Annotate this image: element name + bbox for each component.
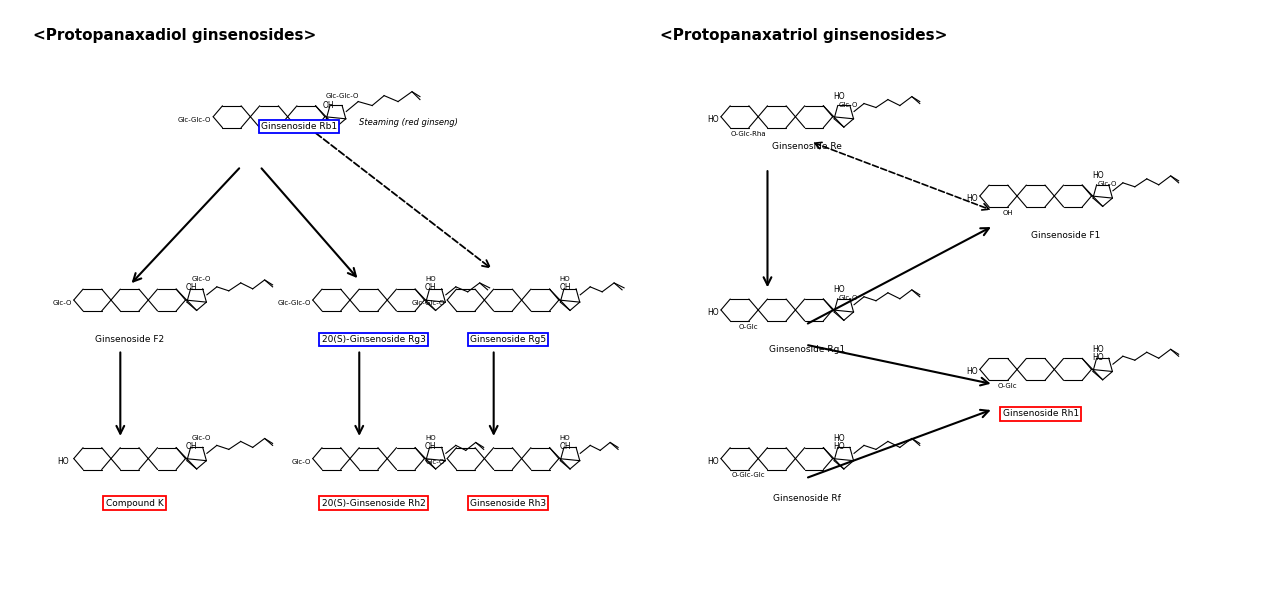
Text: HO: HO — [707, 115, 718, 124]
Text: Glc-O: Glc-O — [838, 102, 859, 108]
Text: Glc-O: Glc-O — [838, 295, 859, 301]
Text: Ginsenoside Re: Ginsenoside Re — [772, 142, 842, 151]
Text: HO: HO — [1092, 345, 1104, 354]
Text: HO: HO — [707, 456, 718, 465]
Text: OH: OH — [323, 101, 334, 110]
Text: HO: HO — [57, 456, 69, 465]
Text: Glc-O: Glc-O — [52, 300, 71, 306]
Text: HO: HO — [707, 308, 718, 317]
Text: HO: HO — [966, 367, 977, 376]
Text: Ginsenoside F1: Ginsenoside F1 — [1031, 231, 1100, 240]
Text: HO: HO — [833, 442, 845, 451]
Text: Ginsenoside Rb1: Ginsenoside Rb1 — [260, 122, 337, 131]
Text: Ginsenoside Rh3: Ginsenoside Rh3 — [470, 499, 546, 508]
Text: Ginsenoside Rf: Ginsenoside Rf — [773, 493, 841, 503]
Text: Compound K: Compound K — [106, 499, 163, 508]
Text: OH: OH — [559, 283, 570, 292]
Text: Ginsenoside Rh1: Ginsenoside Rh1 — [1003, 409, 1078, 418]
Text: Ginsenoside F2: Ginsenoside F2 — [94, 335, 165, 344]
Text: Ginsenoside Rg5: Ginsenoside Rg5 — [470, 335, 546, 344]
Text: Glc-O: Glc-O — [191, 276, 211, 282]
Text: Steaming (red ginseng): Steaming (red ginseng) — [359, 118, 457, 127]
Text: OH: OH — [186, 283, 198, 292]
Text: HO: HO — [425, 276, 436, 282]
Text: Glc-Glc-O: Glc-Glc-O — [177, 117, 211, 123]
Text: 20(S)-Ginsenoside Rg3: 20(S)-Ginsenoside Rg3 — [322, 335, 425, 344]
Text: Glc-O: Glc-O — [291, 459, 311, 465]
Text: HO: HO — [833, 434, 845, 443]
Text: Glc-Glc-O: Glc-Glc-O — [412, 300, 445, 306]
Text: HO: HO — [833, 285, 845, 294]
Text: HO: HO — [1092, 353, 1104, 362]
Text: OH: OH — [425, 442, 436, 451]
Text: OH: OH — [425, 283, 436, 292]
Text: Glc-O: Glc-O — [191, 435, 211, 441]
Text: Glc-Glc-O: Glc-Glc-O — [277, 300, 311, 306]
Text: HO: HO — [1092, 171, 1104, 181]
Text: O-Glc: O-Glc — [739, 324, 759, 330]
Text: OH: OH — [186, 442, 198, 451]
Text: Glc-O: Glc-O — [426, 459, 445, 465]
Text: 20(S)-Ginsenoside Rh2: 20(S)-Ginsenoside Rh2 — [322, 499, 425, 508]
Text: <Protopanaxatriol ginsenosides>: <Protopanaxatriol ginsenosides> — [660, 27, 947, 43]
Text: HO: HO — [560, 435, 570, 441]
Text: OH: OH — [559, 442, 570, 451]
Text: Glc-O: Glc-O — [1097, 181, 1116, 187]
Text: HO: HO — [425, 435, 436, 441]
Text: O-Glc-Glc: O-Glc-Glc — [732, 473, 766, 478]
Text: HO: HO — [966, 194, 977, 203]
Text: HO: HO — [833, 92, 845, 101]
Text: O-Glc: O-Glc — [998, 383, 1017, 389]
Text: HO: HO — [560, 276, 570, 282]
Text: Glc-Glc-O: Glc-Glc-O — [327, 93, 360, 99]
Text: <Protopanaxadiol ginsenosides>: <Protopanaxadiol ginsenosides> — [33, 27, 316, 43]
Text: O-Glc-Rha: O-Glc-Rha — [731, 131, 767, 137]
Text: Ginsenoside Rg1: Ginsenoside Rg1 — [768, 345, 845, 354]
Text: OH: OH — [1003, 210, 1013, 216]
